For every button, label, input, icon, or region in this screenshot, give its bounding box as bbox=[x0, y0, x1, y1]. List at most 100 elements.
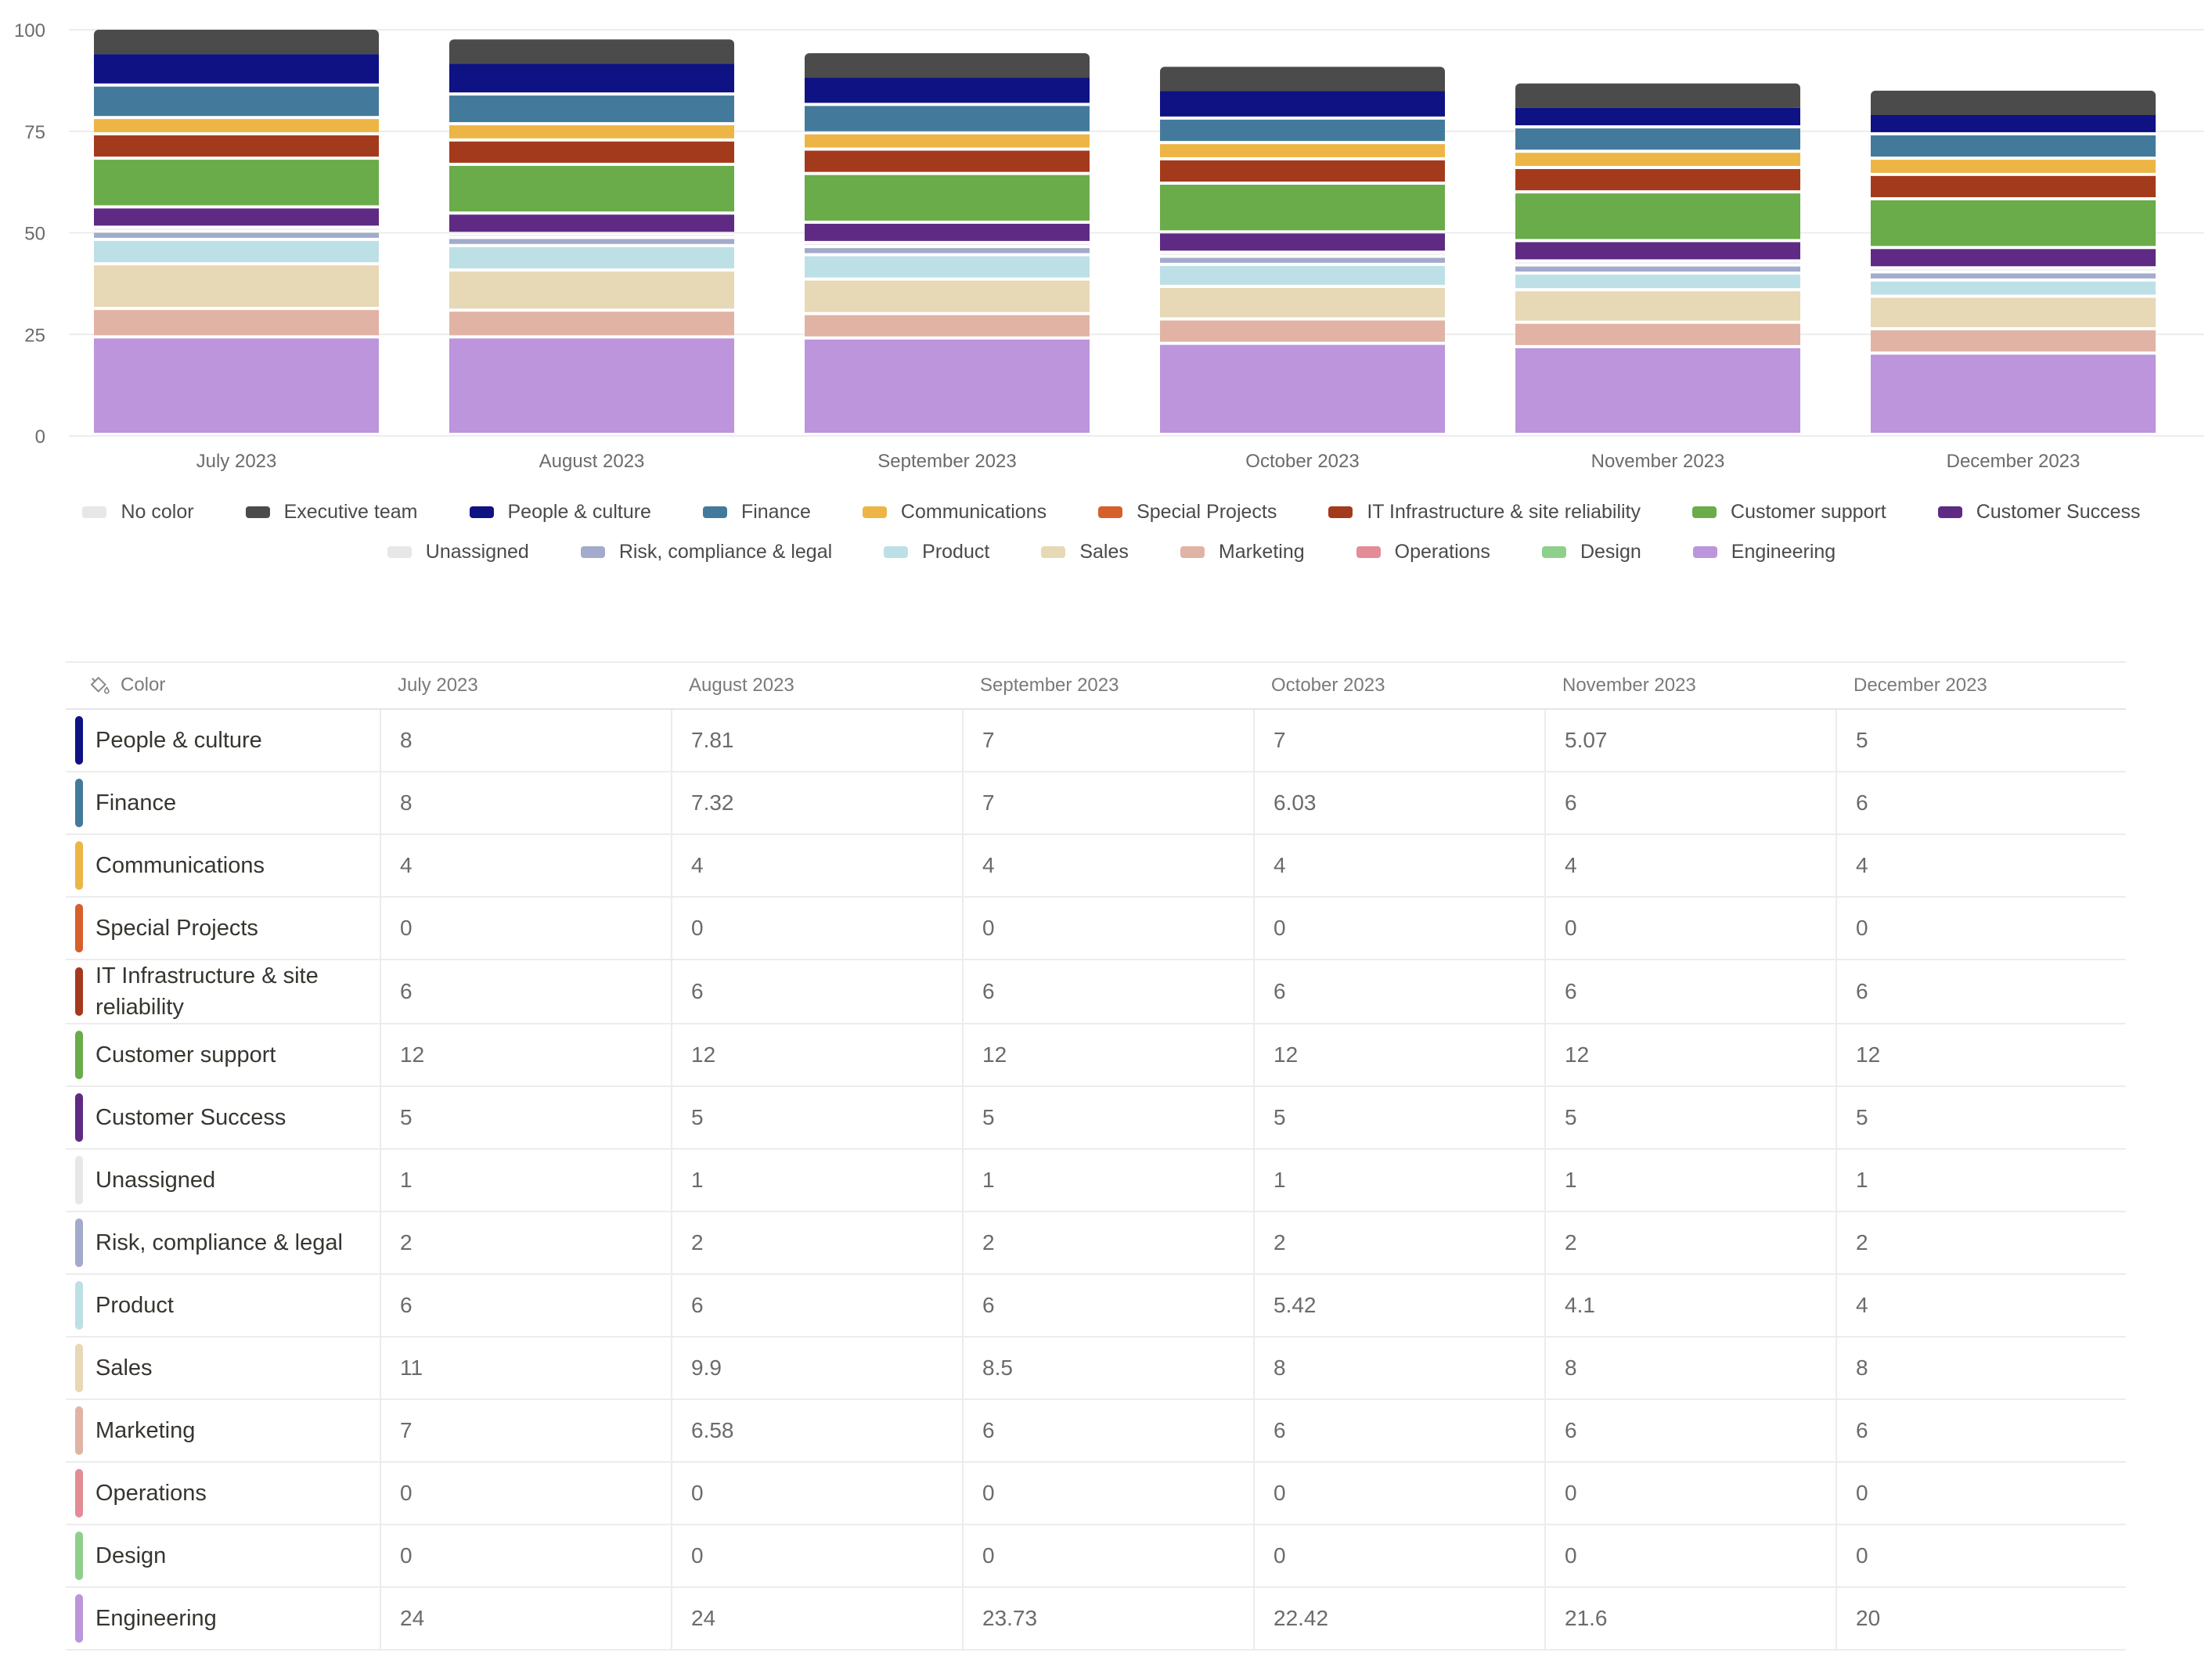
column-header-september-2023[interactable]: September 2023 bbox=[963, 661, 1254, 710]
table-cell[interactable]: 0 bbox=[672, 897, 964, 960]
bar-segment-engineering[interactable] bbox=[449, 338, 734, 433]
table-cell[interactable]: 6 bbox=[1254, 959, 1546, 1024]
table-row[interactable]: Risk, compliance & legal 2 2 2 2 2 2 bbox=[66, 1211, 2126, 1275]
bar-segment-customer-support[interactable] bbox=[449, 165, 734, 212]
bar-segment-it-infrastructure-and-site-reliability[interactable] bbox=[94, 135, 379, 157]
table-cell[interactable]: 12 bbox=[672, 1024, 964, 1087]
table-cell[interactable]: 23.73 bbox=[963, 1587, 1255, 1651]
bar-segment-customer-support[interactable] bbox=[94, 160, 379, 206]
table-cell[interactable]: 0 bbox=[380, 1462, 672, 1525]
row-name-cell[interactable]: People & culture bbox=[66, 709, 381, 772]
table-cell[interactable]: 1 bbox=[380, 1149, 672, 1212]
table-cell[interactable]: 5 bbox=[1545, 1086, 1837, 1150]
bar-segment-communications[interactable] bbox=[94, 119, 379, 132]
bar-segment-it-infrastructure-and-site-reliability[interactable] bbox=[1515, 169, 1800, 191]
table-cell[interactable]: 0 bbox=[963, 1462, 1255, 1525]
bar-segment-marketing[interactable] bbox=[1871, 330, 2156, 352]
legend-item-it-infrastructure-and-site-reliability[interactable]: IT Infrastructure & site reliability bbox=[1328, 501, 1641, 524]
table-cell[interactable]: 0 bbox=[1836, 1525, 2126, 1588]
table-cell[interactable]: 12 bbox=[1836, 1024, 2126, 1087]
bar-stack-december-2023[interactable] bbox=[1871, 90, 2156, 433]
table-cell[interactable]: 21.6 bbox=[1545, 1587, 1837, 1651]
table-cell[interactable]: 0 bbox=[1254, 1525, 1546, 1588]
bar-segment-product[interactable] bbox=[449, 247, 734, 268]
bar-segment-marketing[interactable] bbox=[805, 315, 1090, 337]
bar-segment-customer-success[interactable] bbox=[805, 223, 1090, 241]
table-cell[interactable]: 0 bbox=[1545, 897, 1837, 960]
table-cell[interactable]: 0 bbox=[1545, 1462, 1837, 1525]
bar-segment-customer-success[interactable] bbox=[94, 208, 379, 226]
bar-segment-engineering[interactable] bbox=[1871, 355, 2156, 433]
table-cell[interactable]: 6 bbox=[963, 1274, 1255, 1337]
bar-segment-people-and-culture[interactable] bbox=[1871, 114, 2156, 132]
bar-segment-it-infrastructure-and-site-reliability[interactable] bbox=[449, 141, 734, 163]
table-row[interactable]: Customer Success 5 5 5 5 5 5 bbox=[66, 1086, 2126, 1150]
bar-segment-marketing[interactable] bbox=[94, 310, 379, 336]
row-name-cell[interactable]: Design bbox=[66, 1525, 381, 1588]
table-cell[interactable]: 6 bbox=[1545, 772, 1837, 835]
legend-item-unassigned[interactable]: Unassigned bbox=[387, 541, 529, 563]
table-cell[interactable]: 6 bbox=[1545, 959, 1837, 1024]
table-cell[interactable]: 8 bbox=[1836, 1337, 2126, 1400]
table-cell[interactable]: 6 bbox=[1836, 772, 2126, 835]
column-header-august-2023[interactable]: August 2023 bbox=[672, 661, 963, 710]
table-row[interactable]: Communications 4 4 4 4 4 4 bbox=[66, 834, 2126, 898]
bar-segment-engineering[interactable] bbox=[1515, 347, 1800, 433]
bar-segment-marketing[interactable] bbox=[1160, 320, 1445, 342]
table-cell[interactable]: 0 bbox=[1836, 1462, 2126, 1525]
table-cell[interactable]: 6 bbox=[963, 1399, 1255, 1463]
bar-segment-sales[interactable] bbox=[94, 265, 379, 308]
table-row[interactable]: Operations 0 0 0 0 0 0 bbox=[66, 1462, 2126, 1525]
bar-segment-product[interactable] bbox=[1515, 274, 1800, 289]
table-cell[interactable]: 5 bbox=[1836, 709, 2126, 772]
bar-segment-sales[interactable] bbox=[805, 280, 1090, 312]
bar-segment-people-and-culture[interactable] bbox=[805, 77, 1090, 103]
bar-segment-customer-success[interactable] bbox=[1871, 249, 2156, 267]
bar-segment-unassigned[interactable] bbox=[1871, 269, 2156, 271]
row-name-cell[interactable]: Sales bbox=[66, 1337, 381, 1400]
table-cell[interactable]: 6 bbox=[1836, 1399, 2126, 1463]
bar-segment-product[interactable] bbox=[1160, 265, 1445, 285]
table-cell[interactable]: 6.03 bbox=[1254, 772, 1546, 835]
legend-item-engineering[interactable]: Engineering bbox=[1692, 541, 1836, 563]
table-row[interactable]: Customer support 12 12 12 12 12 12 bbox=[66, 1024, 2126, 1087]
column-header-december-2023[interactable]: December 2023 bbox=[1836, 661, 2126, 710]
table-cell[interactable]: 7.32 bbox=[672, 772, 964, 835]
legend-item-customer-success[interactable]: Customer Success bbox=[1937, 501, 2141, 524]
table-cell[interactable]: 0 bbox=[1836, 897, 2126, 960]
legend-item-people-and-culture[interactable]: People & culture bbox=[469, 501, 651, 524]
bar-segment-risk-compliance-and-legal[interactable] bbox=[94, 232, 379, 238]
table-cell[interactable]: 12 bbox=[1254, 1024, 1546, 1087]
bar-segment-people-and-culture[interactable] bbox=[94, 54, 379, 84]
table-cell[interactable]: 6 bbox=[672, 1274, 964, 1337]
bar-stack-august-2023[interactable] bbox=[449, 39, 734, 433]
table-cell[interactable]: 1 bbox=[672, 1149, 964, 1212]
bar-segment-sales[interactable] bbox=[1160, 287, 1445, 318]
row-name-cell[interactable]: Product bbox=[66, 1274, 381, 1337]
table-row[interactable]: Marketing 7 6.58 6 6 6 6 bbox=[66, 1399, 2126, 1463]
table-cell[interactable]: 8 bbox=[1545, 1337, 1837, 1400]
table-cell[interactable]: 0 bbox=[1545, 1525, 1837, 1588]
table-cell[interactable]: 0 bbox=[380, 897, 672, 960]
bar-segment-marketing[interactable] bbox=[449, 311, 734, 336]
bar-segment-engineering[interactable] bbox=[94, 338, 379, 433]
legend-item-sales[interactable]: Sales bbox=[1041, 541, 1129, 563]
table-cell[interactable]: 7.81 bbox=[672, 709, 964, 772]
table-cell[interactable]: 6 bbox=[672, 959, 964, 1024]
bar-segment-marketing[interactable] bbox=[1515, 323, 1800, 345]
row-name-cell[interactable]: Risk, compliance & legal bbox=[66, 1211, 381, 1275]
bar-segment-product[interactable] bbox=[94, 240, 379, 263]
legend-item-customer-support[interactable]: Customer support bbox=[1692, 501, 1886, 524]
row-name-cell[interactable]: Customer Success bbox=[66, 1086, 381, 1150]
bar-segment-people-and-culture[interactable] bbox=[1160, 91, 1445, 117]
table-row[interactable]: Sales 11 9.9 8.5 8 8 8 bbox=[66, 1337, 2126, 1400]
table-cell[interactable]: 22.42 bbox=[1254, 1587, 1546, 1651]
bar-stack-october-2023[interactable] bbox=[1160, 67, 1445, 433]
bar-segment-it-infrastructure-and-site-reliability[interactable] bbox=[1871, 175, 2156, 197]
legend-item-design[interactable]: Design bbox=[1541, 541, 1641, 563]
bar-segment-finance[interactable] bbox=[1160, 119, 1445, 142]
legend-item-no-color[interactable]: No color bbox=[82, 501, 194, 524]
bar-segment-finance[interactable] bbox=[94, 86, 379, 117]
table-cell[interactable]: 11 bbox=[380, 1337, 672, 1400]
table-cell[interactable]: 5 bbox=[672, 1086, 964, 1150]
